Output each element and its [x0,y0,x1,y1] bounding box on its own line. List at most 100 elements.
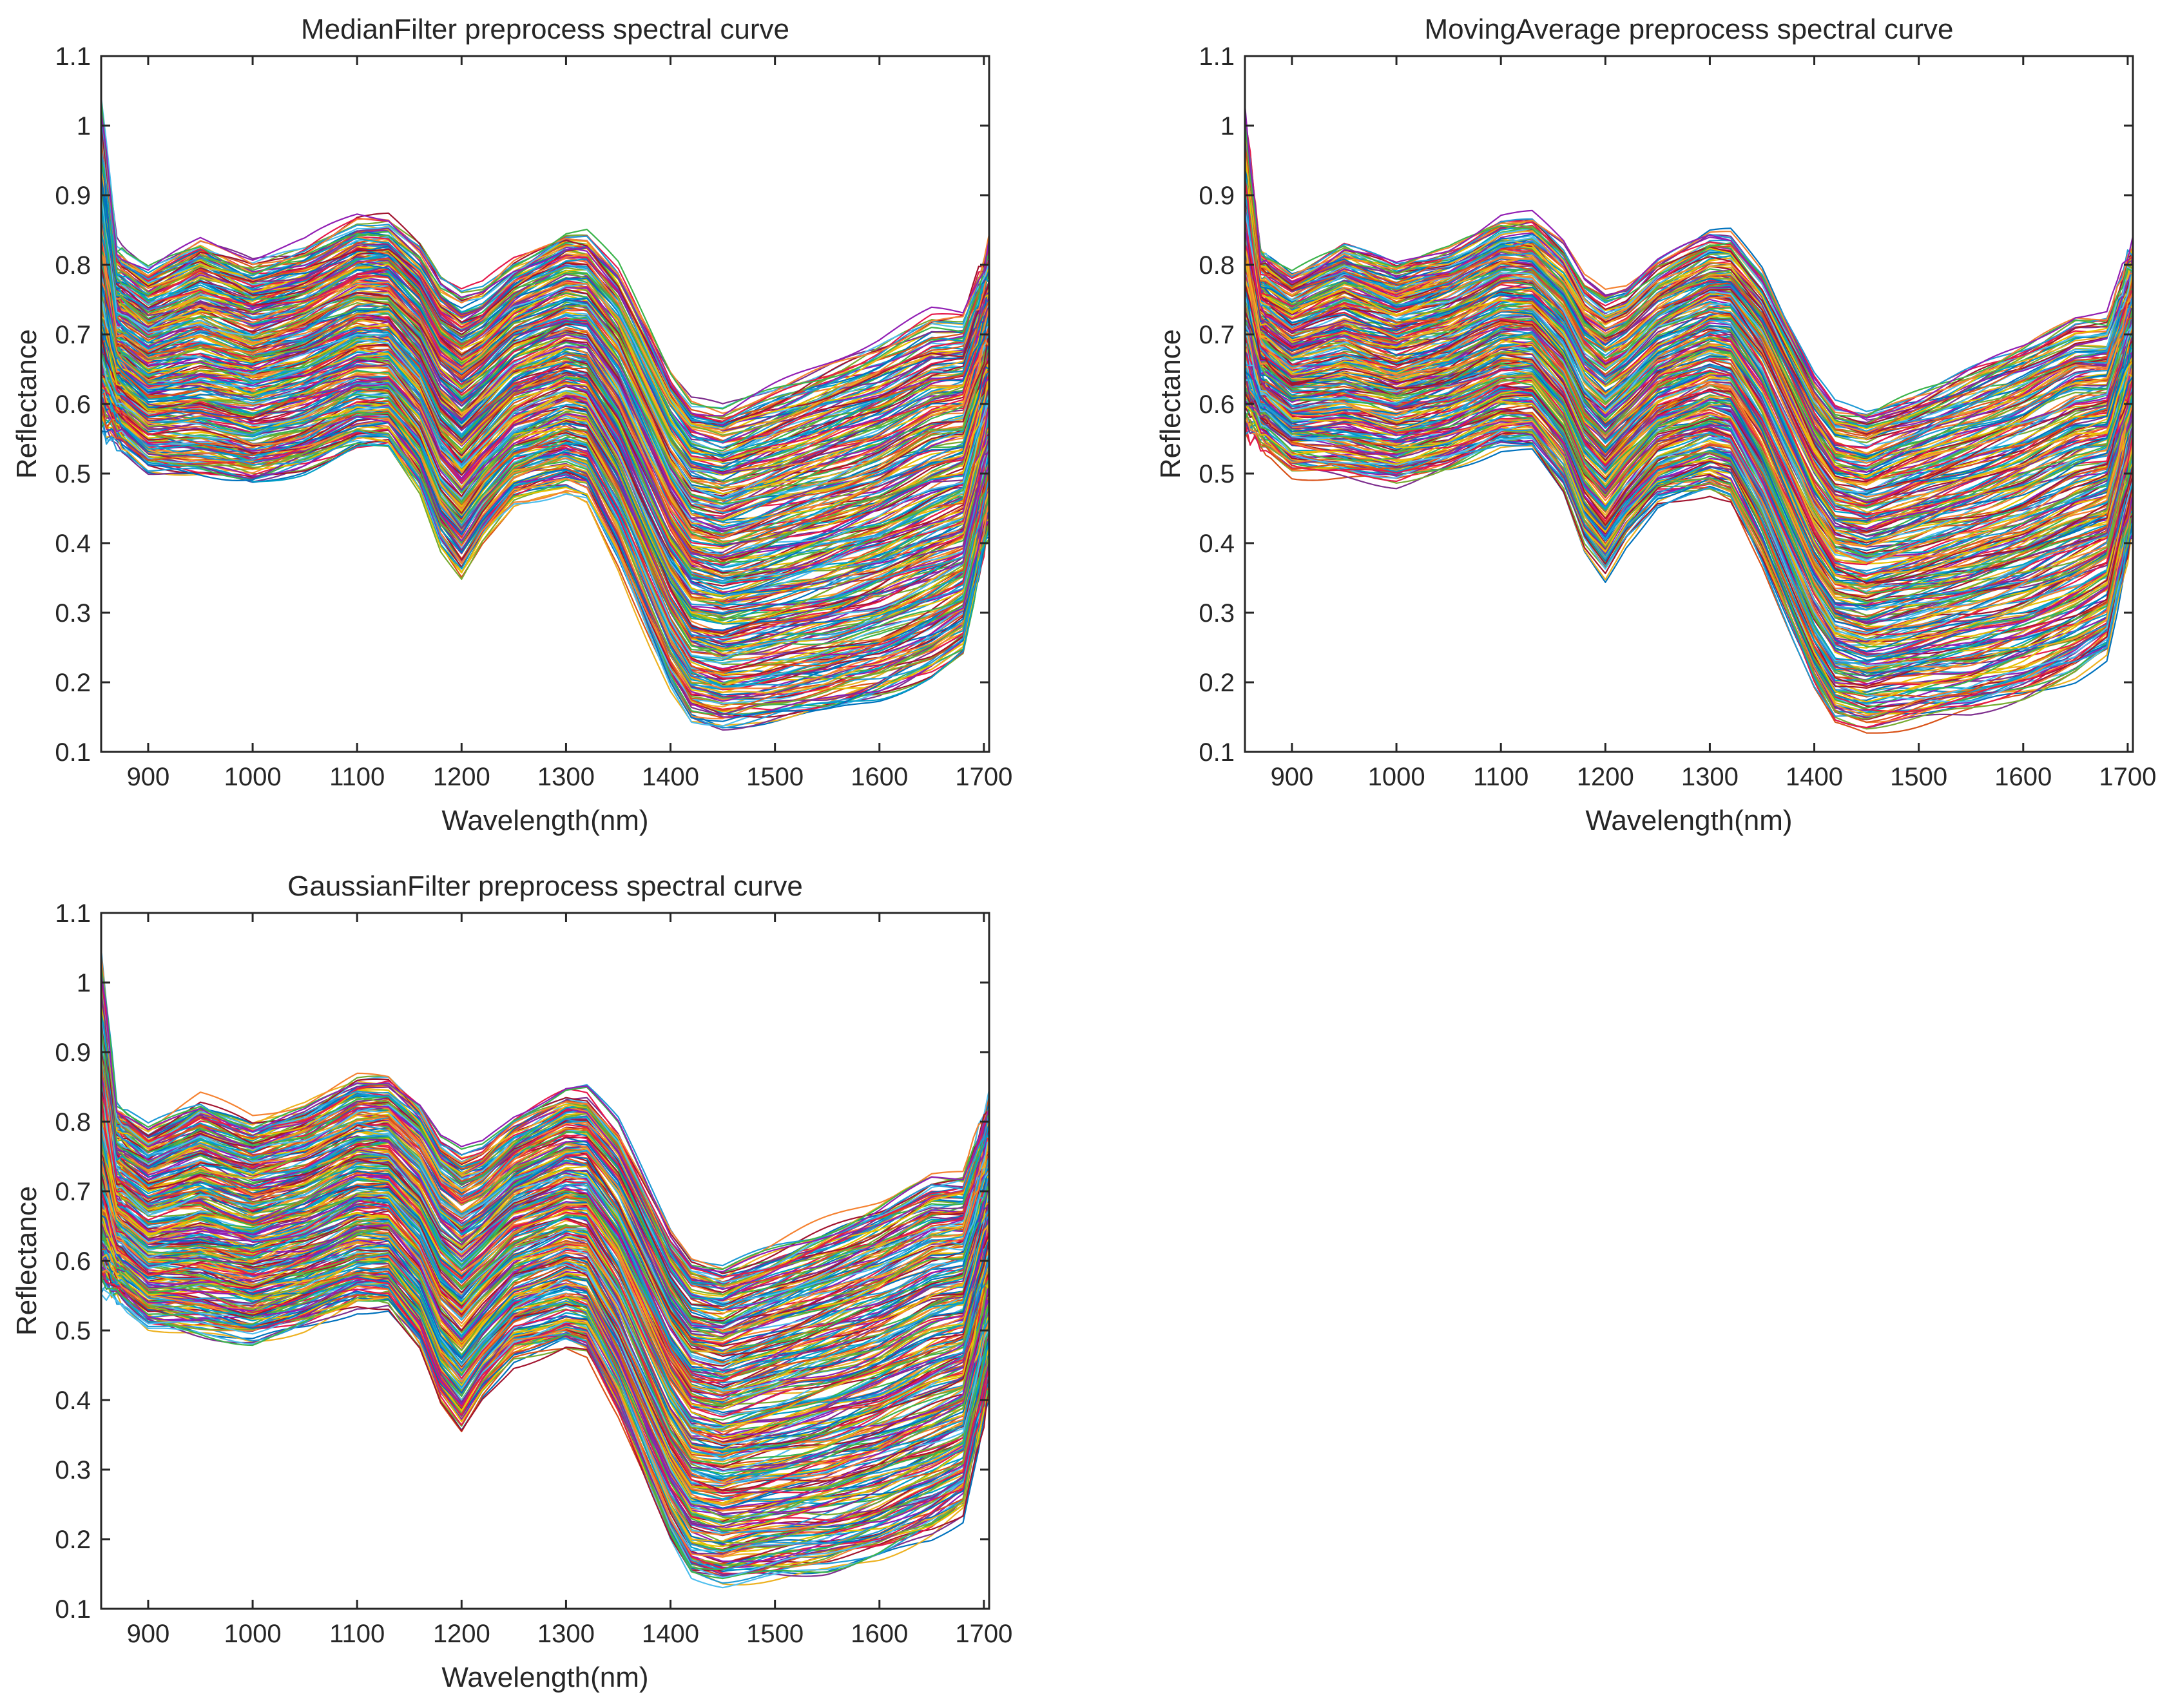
chart-title: GaussianFilter preprocess spectral curve [287,870,803,902]
spectral-curve [1245,105,2133,419]
spectral-curve [101,1044,989,1339]
spectral-curve [101,1240,989,1535]
x-tick-label: 1700 [955,1620,1012,1648]
spectral-curve [1245,314,2133,610]
x-tick-label: 900 [127,763,170,791]
spectral-curve [101,249,989,545]
spectral-curve [101,1291,989,1589]
y-tick-label: 0.6 [1199,390,1235,419]
plot-layer [101,950,989,1589]
spectral-curve [101,1186,989,1480]
spectral-curve [101,127,989,431]
spectral-curve [101,1178,989,1491]
spectral-curve [101,356,989,664]
x-tick-label: 1400 [1786,763,1843,791]
spectral-curve [101,1044,989,1358]
spectral-curve [101,98,989,410]
plot-layer [101,97,989,731]
spectral-curve [101,1141,989,1430]
spectral-curve [101,1276,989,1571]
spectral-curve [1245,202,2133,515]
spectral-curve [1245,345,2133,649]
spectral-curve [101,417,989,720]
x-tick-label: 1400 [642,763,699,791]
spectral-curve [101,1205,989,1521]
spectral-curve [1245,302,2133,597]
y-tick-label: 0.8 [55,1108,91,1137]
spectral-curve [101,954,989,1270]
spectral-curve [101,349,989,661]
spectral-curve [101,129,989,428]
y-tick-label: 0.3 [55,1456,91,1484]
y-tick-label: 1 [77,112,91,140]
spectral-curve [101,340,989,660]
y-tick-label: 0.5 [55,1317,91,1345]
x-tick-label: 1300 [1681,763,1739,791]
x-tick-label: 1000 [1368,763,1425,791]
spectral-curve [101,1149,989,1461]
ticks-layer: 900 1000 1100 1200 1300 1400 1500 1600 1700 0.1 0.… [55,899,1012,1648]
spectral-curve [1245,278,2133,565]
x-tick-label: 1000 [224,763,282,791]
spectral-curve [101,330,989,642]
spectral-curve [1245,212,2133,513]
spectral-curve [1245,114,2133,425]
spectral-curve [1245,250,2133,560]
spectral-curve [101,978,989,1294]
x-tick-label: 1500 [746,763,804,791]
spectral-curve [1245,305,2133,602]
spectral-curve [101,1123,989,1426]
x-tick-label: 1300 [537,1620,595,1648]
spectral-curve [101,965,989,1271]
y-tick-label: 0.2 [55,669,91,697]
y-axis-label: Reflectance [1155,329,1186,479]
spectral-curve [101,126,989,449]
x-tick-label: 1300 [537,763,595,791]
y-tick-label: 0.9 [55,1039,91,1067]
spectral-curve [1245,267,2133,566]
y-tick-label: 0.6 [55,1247,91,1276]
y-tick-label: 0.3 [1199,599,1235,628]
spectral-curve [101,111,989,422]
spectral-curve [101,198,989,500]
x-tick-label: 1500 [1890,763,1947,791]
x-tick-label: 1600 [851,763,908,791]
spectral-curve [101,1176,989,1488]
y-tick-label: 0.9 [55,182,91,210]
y-tick-label: 0.8 [55,251,91,280]
y-tick-label: 0.9 [1199,182,1235,210]
spectral-curve [101,971,989,1274]
x-tick-label: 1100 [1473,763,1528,791]
spectral-curve [101,240,989,539]
spectral-curve [1245,247,2133,564]
spectral-curve [101,247,989,550]
x-axis-label: Wavelength(nm) [1585,805,1792,836]
y-tick-label: 1.1 [1199,43,1235,71]
spectral-curve [1245,238,2133,548]
spectral-curve [101,114,989,425]
spectral-curve [101,196,989,501]
y-tick-label: 0.7 [1199,321,1235,349]
y-tick-label: 0.4 [55,530,91,558]
spectral-curve [101,1060,989,1370]
x-axis-label: Wavelength(nm) [441,1662,648,1693]
spectral-curve [101,1110,989,1406]
spectral-curve [1245,356,2133,669]
x-tick-label: 900 [127,1620,170,1648]
spectral-curve [101,386,989,675]
ticks-layer: 900 1000 1100 1200 1300 1400 1500 1600 1700 0.1 0.… [1199,43,2156,791]
chart-panel-moving-average: 900 1000 1100 1200 1300 1400 1500 1600 1700 0.1 0.… [1155,14,2156,836]
spectral-curve [101,1273,989,1577]
spectral-curve [101,1233,989,1533]
spectral-curve [101,1007,989,1310]
spectral-curve [101,1188,989,1492]
y-axis-label: Reflectance [11,329,43,479]
spectral-curve [101,1176,989,1483]
spectral-curve [101,1048,989,1365]
spectral-curve [1245,119,2133,417]
spectral-curve [101,1075,989,1376]
y-axis-label: Reflectance [11,1186,43,1336]
spectral-curve [1245,209,2133,494]
spectral-curve [1245,149,2133,462]
